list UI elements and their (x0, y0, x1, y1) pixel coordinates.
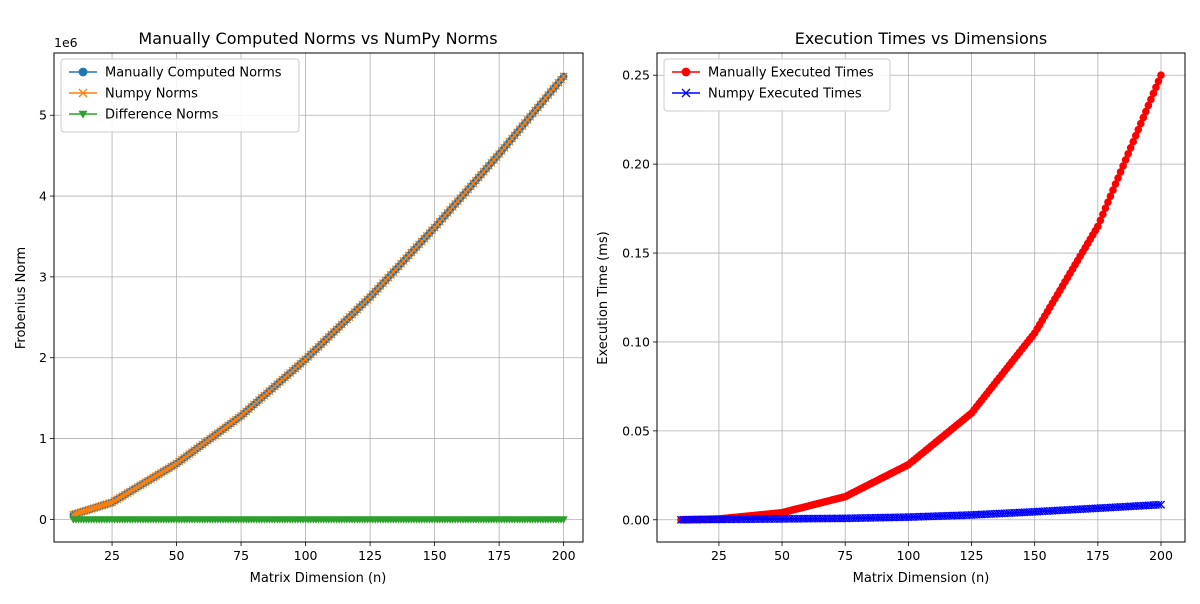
legend-item: Numpy Norms (69, 87, 198, 102)
x-axis-ticks: 25 50 75 100 125 150 175 200 (104, 542, 576, 563)
data-point (79, 507, 88, 516)
y-tick-label: 0.20 (622, 157, 650, 172)
legend-box (60, 58, 300, 133)
y-tick-label: 3 (39, 269, 47, 284)
norms-chart: Manually Computed Norms vs NumPy Norms 2… (14, 29, 584, 586)
series-numpy-executed-times (676, 500, 1166, 524)
data-point (82, 506, 91, 515)
data-point (1156, 500, 1166, 509)
data-point (1154, 500, 1163, 509)
x-tick-label: 50 (774, 548, 790, 563)
series-layer (69, 72, 568, 524)
x-tick-label: 100 (294, 548, 318, 563)
legend-marker (78, 67, 88, 77)
y-tick-label: 0.25 (622, 68, 650, 83)
y-tick-label: 0.15 (622, 246, 650, 261)
data-point (74, 508, 83, 517)
legend-label: Manually Computed Norms (105, 66, 282, 81)
series-numpy-norms (69, 72, 568, 519)
y-offset-text: 1e6 (54, 35, 78, 50)
data-point (102, 499, 111, 509)
data-point (89, 503, 99, 513)
y-tick-label: 0.00 (622, 512, 650, 527)
y-axis-label: Execution Time (ms) (596, 231, 611, 364)
data-point (87, 504, 96, 513)
data-point (97, 501, 106, 510)
execution-times-chart: Execution Times vs Dimensions 25 50 75 100 1… (596, 29, 1186, 586)
x-tick-label: 200 (552, 548, 576, 563)
data-point (77, 508, 86, 517)
data-point (1157, 71, 1165, 80)
legend-item: Difference Norms (69, 108, 219, 123)
legend-label: Numpy Executed Times (708, 87, 862, 102)
x-tick-label: 150 (1023, 548, 1047, 563)
y-axis-ticks: 0.00 0.05 0.10 0.15 0.20 0.25 (622, 68, 657, 527)
x-tick-label: 175 (487, 548, 511, 563)
data-point (105, 499, 114, 508)
legend-item: Manually Executed Times (672, 66, 874, 81)
x-tick-label: 125 (960, 548, 984, 563)
data-point (92, 503, 101, 512)
y-axis-label: Frobenius Norm (14, 247, 29, 349)
legend-box (663, 58, 891, 112)
data-point (95, 502, 104, 511)
x-tick-label: 100 (896, 548, 920, 563)
legend-item: Numpy Executed Times (672, 87, 862, 102)
chart-title: Execution Times vs Dimensions (795, 29, 1047, 48)
data-point (84, 505, 93, 514)
series-difference-norms (69, 516, 568, 524)
series-layer (676, 71, 1166, 524)
x-axis-label: Matrix Dimension (n) (250, 571, 387, 586)
x-tick-label: 150 (423, 548, 447, 563)
y-tick-label: 0.05 (622, 423, 650, 438)
data-point (100, 500, 109, 509)
plot-frame (53, 52, 584, 543)
legend: Manually Computed Norms Numpy Norms Differ… (60, 58, 300, 133)
x-tick-label: 75 (233, 548, 249, 563)
x-tick-label: 75 (837, 548, 853, 563)
data-point (71, 509, 80, 518)
legend-marker (681, 67, 691, 77)
chart-title: Manually Computed Norms vs NumPy Norms (138, 29, 497, 48)
legend: Manually Executed Times Numpy Executed Ti… (663, 58, 891, 112)
y-tick-label: 0 (39, 512, 47, 527)
y-tick-label: 0.10 (622, 334, 650, 349)
y-tick-label: 5 (39, 108, 47, 123)
y-tick-label: 1 (39, 431, 47, 446)
x-tick-label: 25 (711, 548, 727, 563)
legend-item: Manually Computed Norms (69, 66, 282, 81)
plot-frame (656, 52, 1186, 543)
x-tick-label: 50 (169, 548, 185, 563)
legend-label: Numpy Norms (105, 87, 198, 102)
legend-marker (78, 110, 88, 119)
x-axis-label: Matrix Dimension (n) (853, 571, 990, 586)
x-tick-label: 25 (104, 548, 120, 563)
legend-label: Difference Norms (105, 108, 219, 123)
data-point (559, 72, 568, 81)
x-tick-label: 200 (1149, 548, 1173, 563)
x-tick-label: 125 (358, 548, 382, 563)
x-axis-ticks: 25 50 75 100 125 150 175 200 (711, 542, 1173, 563)
y-tick-label: 4 (39, 189, 47, 204)
y-axis-ticks: 0 1 2 3 4 5 (39, 108, 54, 527)
x-tick-label: 175 (1086, 548, 1110, 563)
y-tick-label: 2 (39, 350, 47, 365)
data-point (559, 516, 568, 524)
legend-label: Manually Executed Times (708, 66, 874, 81)
legend-marker (681, 88, 691, 98)
legend-marker (78, 88, 88, 98)
